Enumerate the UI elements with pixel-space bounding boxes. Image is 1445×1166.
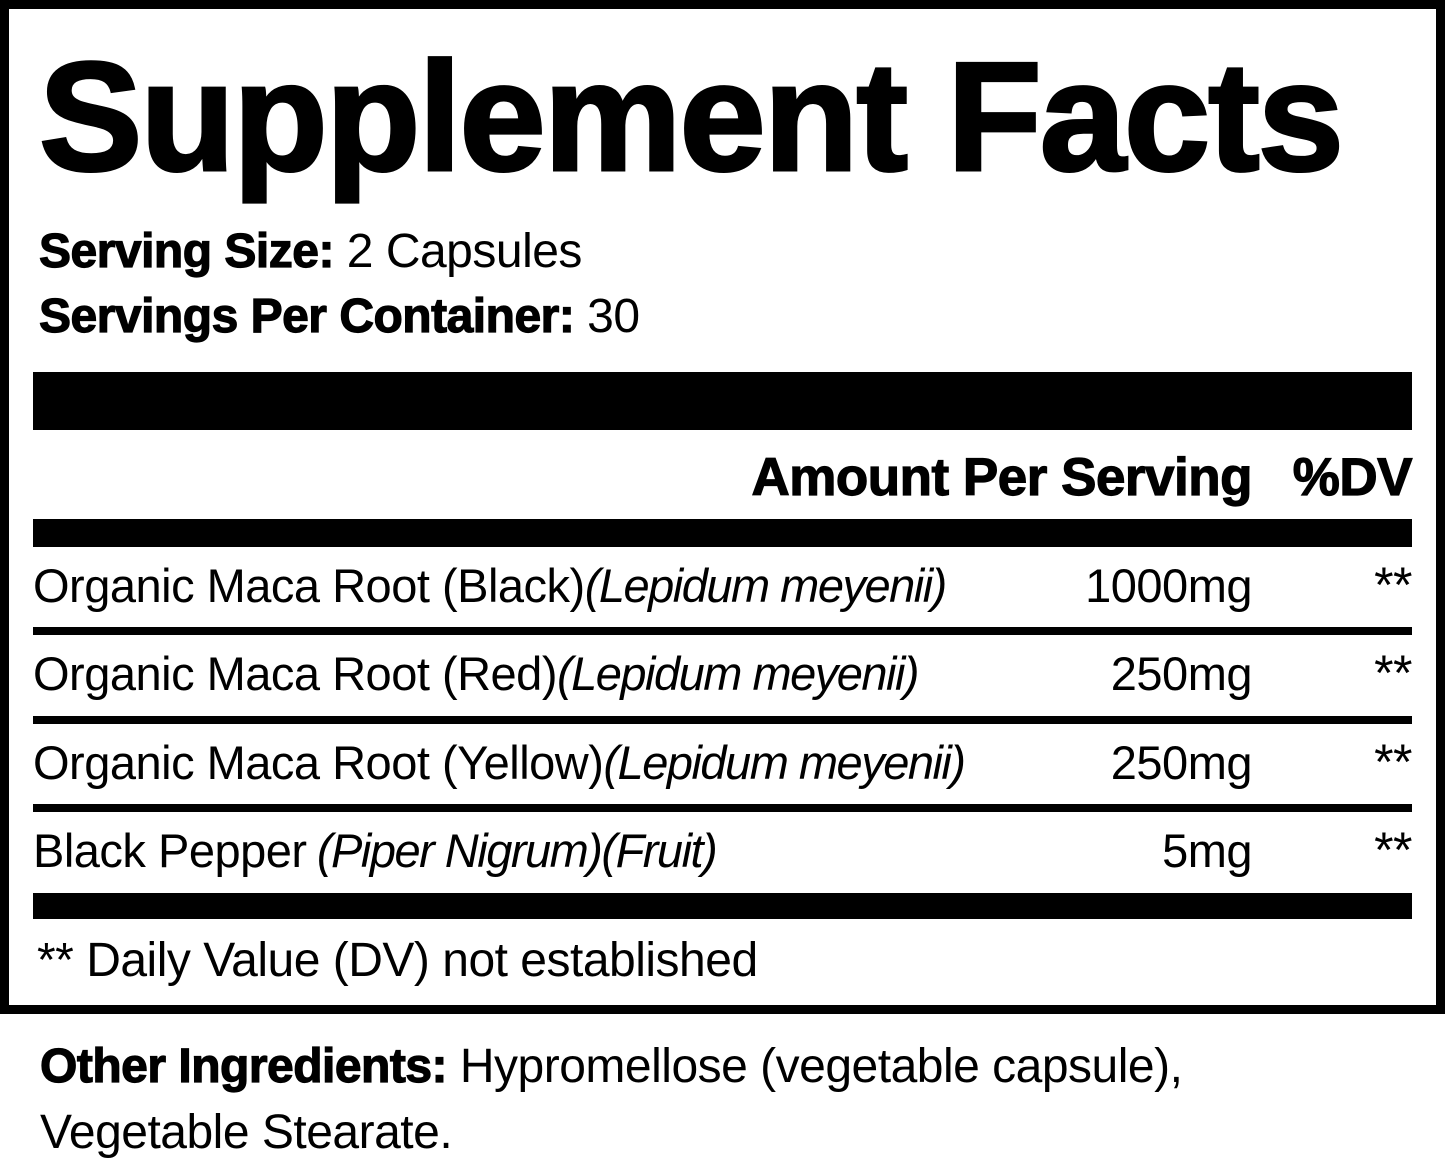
other-ingredients-line2: Vegetable Stearate.: [40, 1106, 453, 1160]
section-bar-top: [33, 371, 1412, 430]
other-ingredients-line1: Hypromellose (vegetable capsule),: [459, 1040, 1183, 1093]
servings-per-container-label: Servings Per Container:: [38, 289, 575, 343]
ingredient-row: Black Pepper (Piper Nigrum)(Fruit) 5mg **: [33, 812, 1413, 893]
ingredient-species-text: (Lepidum meyenii): [584, 558, 948, 612]
ingredient-amount: 5mg: [1162, 824, 1252, 878]
percent-dv-header: %DV: [1292, 447, 1413, 507]
table-header-row: Amount Per Serving %DV: [33, 430, 1413, 519]
ingredient-dv: **: [1374, 733, 1412, 790]
panel-title: Supplement Facts: [38, 30, 1346, 203]
ingredient-name: Organic Maca Root (Yellow)(Lepidum meyen…: [33, 736, 1111, 790]
serving-size-label: Serving Size:: [38, 224, 335, 278]
other-ingredients-label: Other Ingredients:: [39, 1039, 448, 1093]
amount-per-serving-header: Amount Per Serving: [751, 447, 1253, 507]
ingredient-row: Organic Maca Root (Yellow)(Lepidum meyen…: [33, 724, 1413, 805]
ingredient-row: Organic Maca Root (Black)(Lepidum meyeni…: [33, 547, 1413, 628]
ingredient-dv: **: [1374, 556, 1412, 613]
ingredient-dv: **: [1374, 822, 1412, 879]
ingredient-species-text: (Piper Nigrum)(Fruit): [316, 824, 718, 878]
serving-size-value: 2 Capsules: [346, 225, 583, 278]
ingredient-name-text: Black Pepper: [33, 824, 307, 878]
ingredient-amount: 250mg: [1110, 647, 1253, 701]
ingredient-name: Organic Maca Root (Red)(Lepidum meyenii): [33, 647, 1111, 701]
ingredient-species-text: (Lepidum meyenii): [603, 735, 966, 789]
ingredient-species-text: (Lepidum meyenii): [556, 647, 920, 701]
ingredient-amount: 250mg: [1110, 735, 1253, 789]
servings-per-container-line: Servings Per Container: 30: [38, 285, 1412, 350]
row-divider: [33, 804, 1412, 813]
supplement-facts-panel: Supplement Facts Serving Size: 2 Capsule…: [0, 0, 1445, 1014]
serving-size-line: Serving Size: 2 Capsules: [38, 220, 1412, 285]
dv-footnote: ** Daily Value (DV) not established: [37, 933, 758, 987]
section-bar-header: [33, 518, 1412, 547]
ingredient-name-text: Organic Maca Root (Red): [33, 647, 557, 701]
serving-info: Serving Size: 2 Capsules Servings Per Co…: [38, 220, 1412, 350]
ingredient-name-text: Organic Maca Root (Yellow): [33, 735, 604, 789]
ingredient-dv: **: [1374, 645, 1412, 702]
other-ingredients: Other Ingredients: Hypromellose (vegetab…: [39, 1034, 1405, 1166]
ingredient-amount: 1000mg: [1085, 558, 1252, 612]
servings-per-container-value: 30: [587, 289, 640, 343]
ingredient-name: Organic Maca Root (Black)(Lepidum meyeni…: [33, 559, 1085, 613]
row-divider: [33, 715, 1412, 724]
row-divider: [33, 627, 1412, 636]
section-bar-bottom: [33, 892, 1412, 919]
ingredient-name: Black Pepper (Piper Nigrum)(Fruit): [33, 824, 1162, 878]
ingredient-row: Organic Maca Root (Red)(Lepidum meyenii)…: [33, 635, 1413, 716]
ingredient-name-text: Organic Maca Root (Black): [33, 558, 585, 612]
